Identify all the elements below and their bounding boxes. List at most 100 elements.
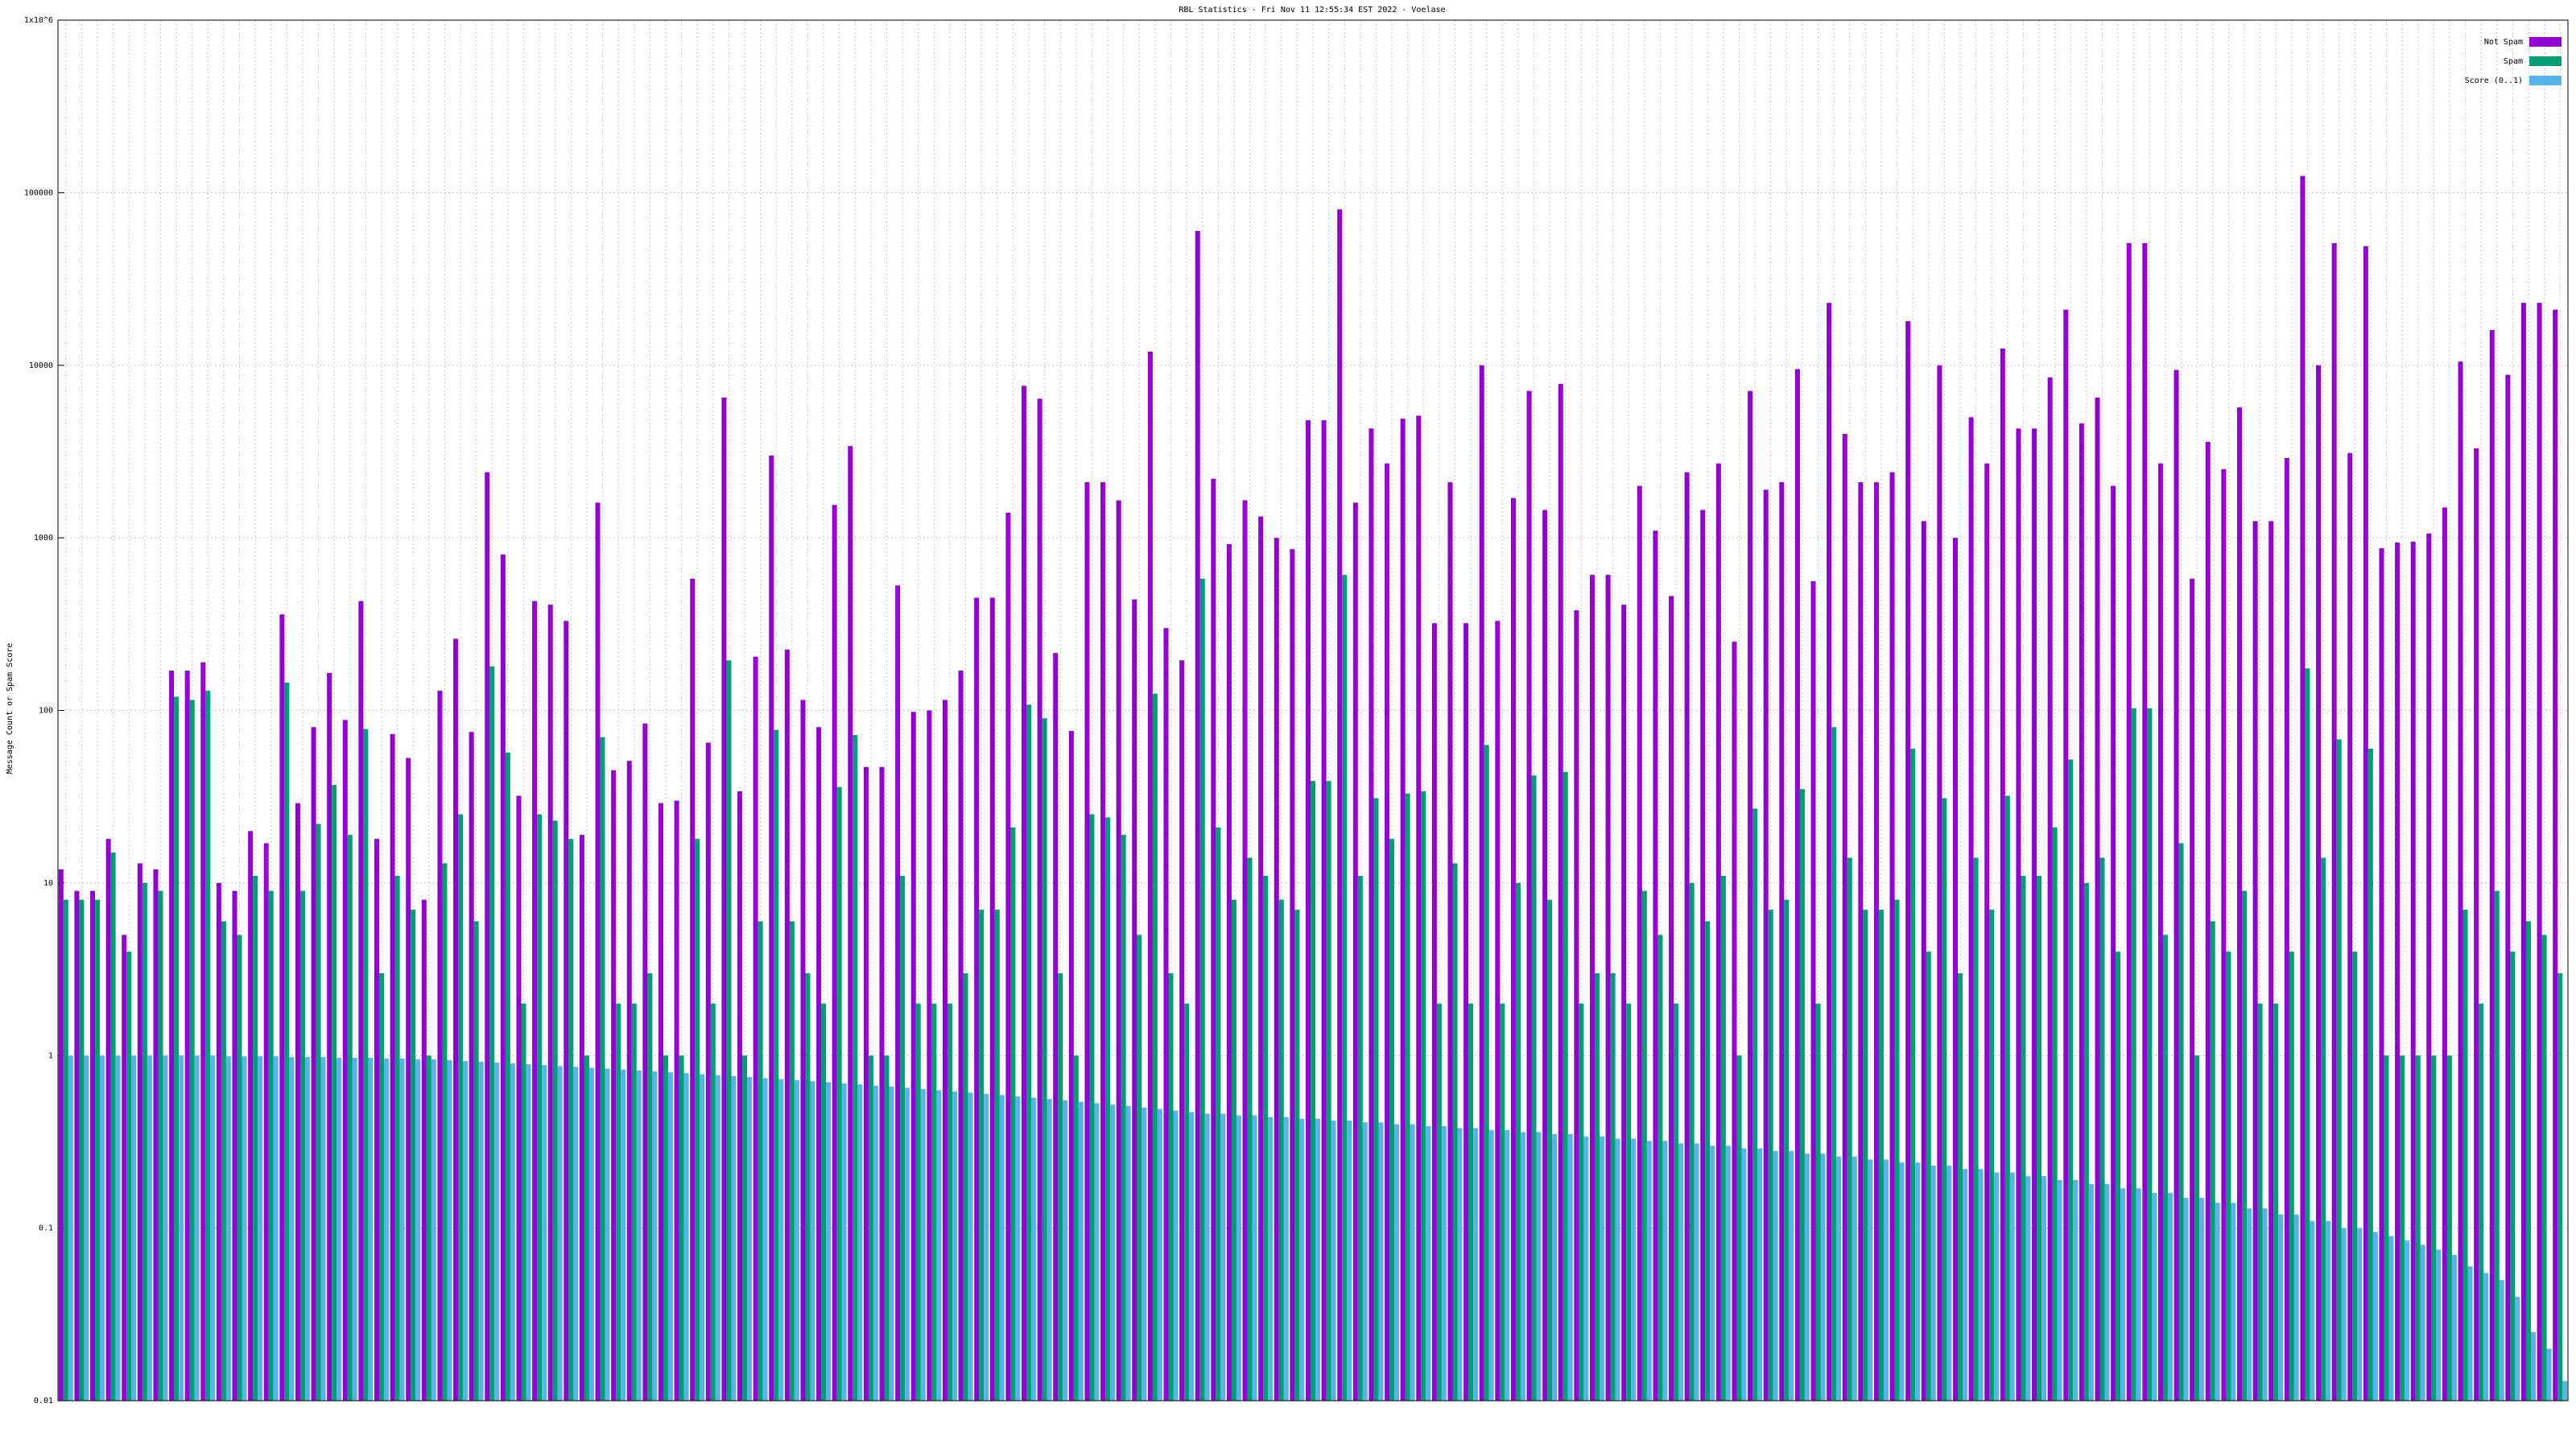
bar — [1326, 781, 1331, 1401]
bar — [1184, 1003, 1190, 1401]
bar — [1116, 500, 1121, 1401]
bar — [1263, 876, 1269, 1401]
bar — [868, 1055, 873, 1401]
bar — [411, 910, 416, 1401]
bar — [584, 1055, 589, 1401]
bar — [568, 839, 574, 1401]
bar — [1132, 599, 1137, 1401]
bar — [1010, 827, 1016, 1401]
bar — [242, 1056, 247, 1401]
bar — [1563, 771, 1568, 1401]
bar — [95, 899, 101, 1401]
bar — [895, 585, 901, 1401]
bar — [1615, 1138, 1620, 1401]
bar — [68, 1055, 73, 1401]
bar — [1405, 793, 1410, 1401]
bar — [690, 578, 696, 1401]
bar — [1842, 434, 1847, 1402]
bar — [1015, 1096, 1021, 1401]
bar — [2379, 548, 2384, 1401]
bar — [200, 662, 206, 1401]
bar — [1799, 789, 1805, 1401]
bar — [1100, 482, 1106, 1401]
bar — [1473, 1128, 1479, 1401]
bar — [2252, 521, 2258, 1402]
bar — [2226, 952, 2231, 1401]
bar — [1820, 1154, 1826, 1401]
bar — [2152, 1192, 2157, 1401]
bar — [1362, 1122, 1368, 1401]
bar — [942, 700, 947, 1401]
bar — [516, 795, 522, 1401]
bar — [1710, 1146, 1715, 1401]
bar — [273, 1056, 279, 1401]
bar — [1621, 605, 1627, 1401]
bar — [852, 735, 858, 1401]
bar — [1815, 1003, 1821, 1401]
bar — [1810, 581, 1816, 1401]
bar — [2368, 749, 2373, 1401]
bar — [1321, 420, 1327, 1401]
bar — [1495, 621, 1501, 1401]
bar — [79, 899, 85, 1401]
bar — [2068, 759, 2074, 1401]
bar — [115, 1055, 121, 1401]
bar — [2194, 1055, 2200, 1401]
bar — [1189, 1112, 1195, 1401]
bar — [616, 1003, 621, 1401]
bar — [2174, 369, 2179, 1401]
bar — [1078, 1101, 1084, 1401]
bar — [1089, 814, 1095, 1401]
bar — [821, 1003, 827, 1401]
bar — [74, 890, 80, 1401]
legend-swatch — [2529, 56, 2562, 66]
bar — [2009, 1172, 2015, 1401]
bar — [2273, 1003, 2279, 1401]
y-tick-label: 1 — [48, 1051, 53, 1060]
bar — [1953, 538, 1959, 1401]
bar — [2489, 329, 2495, 1401]
bar — [674, 800, 679, 1401]
bar — [2000, 348, 2005, 1402]
bar — [2347, 452, 2353, 1401]
bar — [631, 1003, 637, 1401]
bar — [1915, 1162, 1921, 1401]
bar — [1022, 386, 1027, 1402]
bar — [1463, 623, 1469, 1401]
bar — [437, 691, 443, 1401]
bar — [621, 1069, 626, 1401]
bar — [126, 952, 132, 1401]
bar — [2372, 1232, 2378, 1401]
bar — [248, 831, 254, 1401]
bar — [1294, 910, 1300, 1401]
bar — [1457, 1128, 1463, 1401]
bar — [2278, 1214, 2284, 1401]
bar — [1899, 1162, 1905, 1401]
bar — [731, 1075, 737, 1401]
bar — [667, 1072, 673, 1401]
bar — [2236, 407, 2242, 1401]
bar — [1046, 1099, 1052, 1401]
bar — [1436, 1003, 1442, 1401]
bar — [915, 1003, 921, 1401]
bar — [1831, 727, 1837, 1401]
bar — [2162, 935, 2168, 1401]
bar — [137, 863, 142, 1401]
bar — [90, 890, 96, 1401]
bar — [2467, 1266, 2473, 1401]
bar — [521, 1003, 526, 1401]
bar — [658, 803, 663, 1401]
bar — [647, 972, 653, 1401]
bar — [816, 727, 822, 1401]
legend-label: Score (0..1) — [2465, 76, 2523, 85]
bar — [336, 1058, 342, 1401]
bar — [311, 727, 316, 1401]
bar — [1094, 1103, 1100, 1401]
bar — [205, 691, 211, 1401]
bar — [2073, 1179, 2079, 1401]
bar — [1610, 972, 1616, 1401]
bar — [2083, 882, 2089, 1401]
bar — [1674, 1003, 1679, 1401]
bar — [636, 1070, 642, 1401]
bar — [1926, 952, 1931, 1401]
